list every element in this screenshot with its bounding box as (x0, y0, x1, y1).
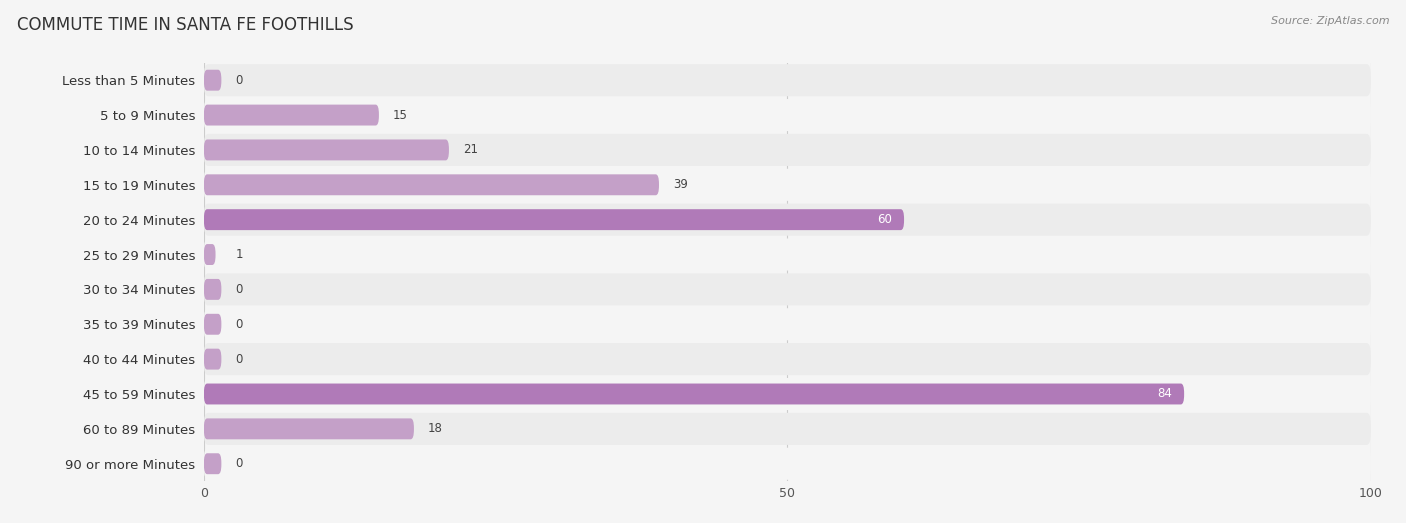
FancyBboxPatch shape (204, 244, 215, 265)
Text: COMMUTE TIME IN SANTA FE FOOTHILLS: COMMUTE TIME IN SANTA FE FOOTHILLS (17, 16, 353, 33)
FancyBboxPatch shape (204, 140, 449, 161)
FancyBboxPatch shape (204, 99, 1371, 131)
Text: 0: 0 (235, 318, 243, 331)
Text: 15: 15 (392, 109, 408, 121)
FancyBboxPatch shape (204, 378, 1371, 410)
FancyBboxPatch shape (204, 169, 1371, 201)
FancyBboxPatch shape (204, 448, 1371, 480)
FancyBboxPatch shape (204, 105, 380, 126)
Text: 39: 39 (673, 178, 688, 191)
FancyBboxPatch shape (204, 314, 221, 335)
Text: 0: 0 (235, 74, 243, 87)
FancyBboxPatch shape (204, 174, 659, 195)
FancyBboxPatch shape (204, 383, 1184, 404)
Text: 60: 60 (877, 213, 893, 226)
FancyBboxPatch shape (204, 349, 221, 370)
Text: 0: 0 (235, 283, 243, 296)
FancyBboxPatch shape (204, 238, 1371, 270)
Text: 84: 84 (1157, 388, 1173, 401)
Text: 1: 1 (235, 248, 243, 261)
FancyBboxPatch shape (204, 453, 221, 474)
FancyBboxPatch shape (204, 209, 904, 230)
FancyBboxPatch shape (204, 64, 1371, 96)
FancyBboxPatch shape (204, 203, 1371, 236)
FancyBboxPatch shape (204, 308, 1371, 340)
FancyBboxPatch shape (204, 279, 221, 300)
FancyBboxPatch shape (204, 70, 221, 90)
Text: Source: ZipAtlas.com: Source: ZipAtlas.com (1271, 16, 1389, 26)
FancyBboxPatch shape (204, 343, 1371, 375)
Text: 0: 0 (235, 457, 243, 470)
Text: 0: 0 (235, 353, 243, 366)
Text: 21: 21 (463, 143, 478, 156)
FancyBboxPatch shape (204, 274, 1371, 305)
FancyBboxPatch shape (204, 134, 1371, 166)
FancyBboxPatch shape (204, 413, 1371, 445)
FancyBboxPatch shape (204, 418, 413, 439)
Text: 18: 18 (427, 423, 443, 435)
